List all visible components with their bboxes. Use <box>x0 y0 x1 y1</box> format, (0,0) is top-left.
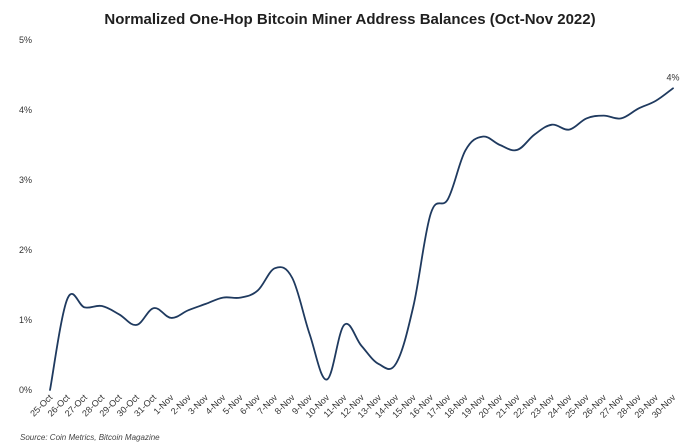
annotation-group: 4% <box>666 72 679 82</box>
y-tick-label: 4% <box>19 105 32 115</box>
y-tick-label: 2% <box>19 245 32 255</box>
chart-source: Source: Coin Metrics, Bitcoin Magazine <box>20 433 160 442</box>
chart-title: Normalized One-Hop Bitcoin Miner Address… <box>104 11 595 28</box>
data-label: 4% <box>666 72 679 82</box>
y-tick-label: 5% <box>19 35 32 45</box>
series-line <box>49 87 674 391</box>
y-axis-ticks: 0% 1% 2% 3% 4% 5% <box>19 35 32 395</box>
series-group <box>49 87 674 391</box>
y-tick-label: 0% <box>19 385 32 395</box>
y-tick-label: 3% <box>19 175 32 185</box>
y-tick-label: 1% <box>19 315 32 325</box>
x-axis-ticks: 25-Oct26-Oct27-Oct28-Oct29-Oct30-Oct31-O… <box>28 392 678 420</box>
